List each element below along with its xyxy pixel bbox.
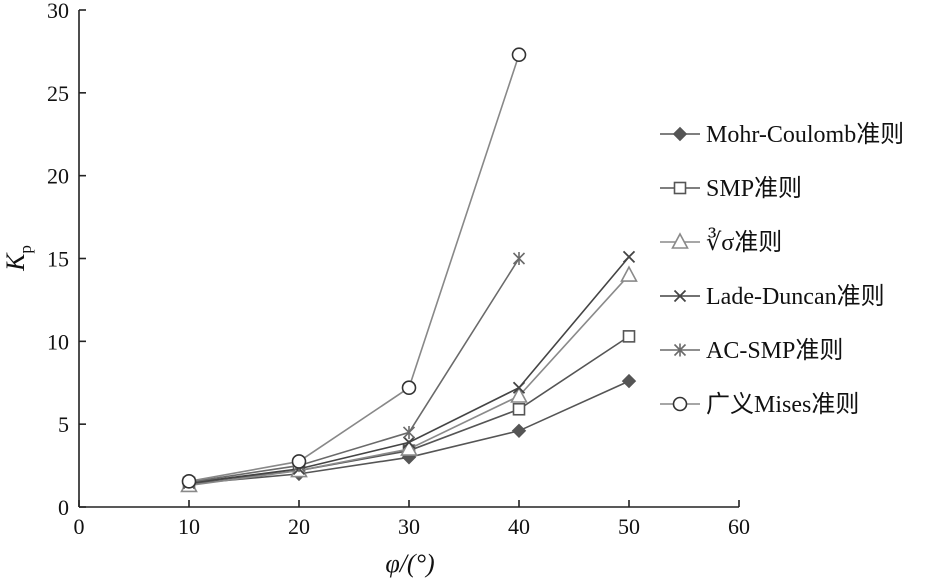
legend-item: Lade-Duncan准则: [660, 283, 885, 310]
data-point: [401, 380, 417, 396]
data-point: [512, 252, 526, 265]
x-tick-label: 40: [508, 514, 530, 539]
data-point: [510, 386, 528, 403]
data-point: [402, 436, 416, 449]
legend-item: ∛σ准则: [660, 227, 782, 256]
y-tick-label: 20: [47, 164, 69, 189]
legend-item: 广义Mises准则: [660, 391, 859, 418]
legend-marker: [671, 232, 689, 249]
series-5: [181, 47, 527, 489]
legend-label: Mohr-Coulomb准则: [706, 121, 904, 148]
y-axis-title-main: K: [1, 252, 30, 272]
legend-label: ∛σ准则: [706, 227, 782, 256]
data-point: [621, 373, 637, 389]
svg-text:Kp: Kp: [1, 245, 35, 272]
y-axis-title: Kp: [1, 245, 35, 272]
y-tick-label: 5: [58, 412, 69, 437]
legend-item: SMP准则: [660, 175, 802, 202]
x-tick-label: 60: [728, 514, 750, 539]
x-tick-label: 50: [618, 514, 640, 539]
x-ticks: 0 10 20 30 40 50 60: [74, 500, 750, 539]
data-point: [512, 402, 526, 416]
x-tick-label: 10: [178, 514, 200, 539]
data-point: [181, 474, 197, 489]
data-point: [400, 439, 418, 456]
data-point: [291, 454, 307, 469]
series-3: [182, 250, 636, 490]
legend-item: Mohr-Coulomb准则: [660, 121, 904, 148]
data-point: [620, 265, 638, 282]
y-tick-label: 25: [47, 81, 69, 106]
legend-label: Lade-Duncan准则: [706, 283, 885, 310]
data-point: [402, 425, 416, 439]
legend-label: 广义Mises准则: [706, 391, 859, 418]
legend-item: AC-SMP准则: [660, 337, 843, 364]
x-tick-label: 30: [398, 514, 420, 539]
x-axis-title: φ/(°): [385, 549, 434, 578]
data-point: [622, 330, 636, 343]
y-ticks: 0 5 10 15 20 25 30: [47, 0, 86, 520]
legend-marker: [673, 343, 687, 357]
y-tick-label: 15: [47, 247, 69, 272]
data-point: [511, 423, 527, 439]
y-tick-label: 10: [47, 329, 69, 354]
data-point: [512, 381, 526, 394]
legend-marker: [672, 396, 688, 412]
series-layer: [180, 47, 638, 493]
y-tick-label: 0: [58, 495, 69, 520]
legend-label: SMP准则: [706, 175, 802, 202]
x-tick-label: 0: [74, 514, 85, 539]
data-point: [511, 47, 527, 63]
series-4: [182, 252, 526, 489]
x-tick-label: 20: [288, 514, 310, 539]
legend: Mohr-Coulomb准则 SMP准则 ∛σ准则 Lade-Duncan准则 AC-S…: [660, 121, 904, 418]
legend-marker: [673, 181, 687, 195]
legend-label: AC-SMP准则: [706, 337, 843, 364]
legend-marker: [673, 289, 687, 303]
y-axis-title-sub: p: [16, 245, 35, 254]
y-tick-label: 30: [47, 0, 69, 23]
data-point: [622, 250, 636, 263]
series-line: [188, 258, 520, 483]
series-line: [188, 54, 520, 483]
legend-marker: [672, 126, 688, 142]
